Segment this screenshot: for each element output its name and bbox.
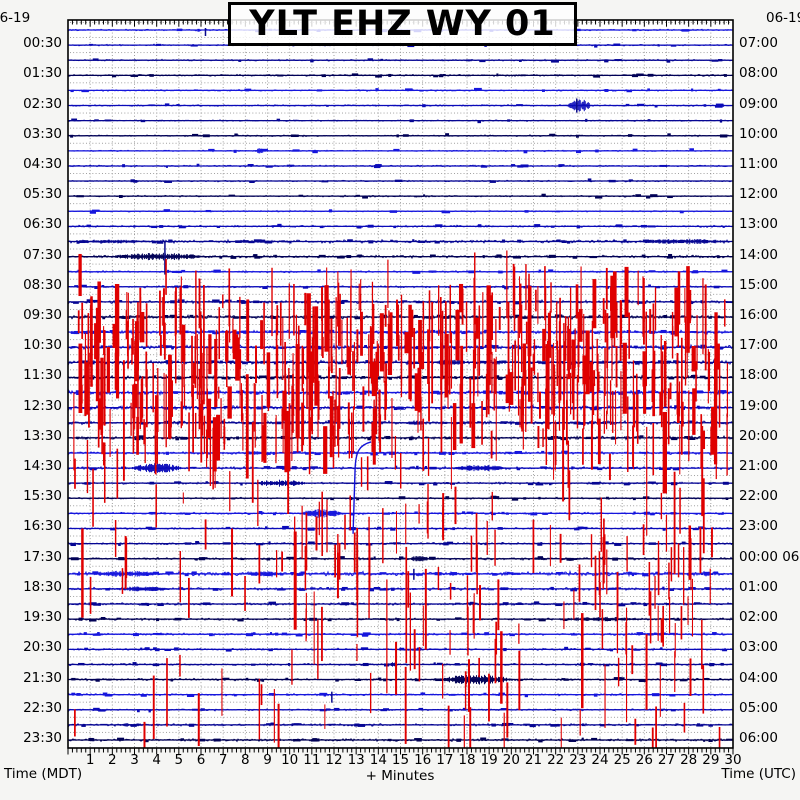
right-time-label: 23:00 [739,518,778,535]
right-time-label: 12:00 [739,186,778,203]
minute-tick-label: 22 [547,752,565,768]
right-time-label: 22:00 [739,488,778,505]
left-time-label: 14:30 [23,458,62,475]
right-time-label: 13:00 [739,216,778,233]
station-title: YLT EHZ WY 01 [228,2,577,46]
minute-tick-label: 1 [85,752,95,768]
minute-tick-label: 7 [218,752,228,768]
left-time-label: 20:30 [23,639,62,656]
minute-tick-label: 14 [369,752,387,768]
minute-tick-label: 2 [108,752,117,768]
date-label-right: 06-19 [766,10,800,26]
minute-tick-label: 25 [613,752,631,768]
right-time-label: 05:00 [739,699,778,716]
left-time-label: 07:30 [23,246,62,263]
minute-tick-label: 8 [241,752,250,768]
minute-tick-label: 24 [591,752,609,768]
left-axis-caption: Time (MDT) [4,766,83,782]
right-time-label: 14:00 [739,246,778,263]
left-time-label: 09:30 [23,307,62,323]
minute-tick-label: 17 [436,752,454,768]
minute-tick-label: 11 [303,752,321,768]
minute-tick-label: 28 [680,752,698,768]
left-time-label: 03:30 [23,125,62,142]
right-time-label: 16:00 [739,307,778,323]
right-time-label: 00:00 06-20 [739,548,800,565]
right-time-label: 07:00 [739,35,778,52]
minute-tick-label: 13 [347,752,365,768]
right-time-label: 20:00 [739,427,778,444]
minute-tick-label: 9 [263,752,272,768]
minute-tick-label: 21 [524,752,543,768]
right-axis-caption: Time (UTC) [721,766,796,782]
left-time-label: 18:30 [23,578,62,595]
minute-tick-label: 30 [724,752,742,768]
left-time-label: 04:30 [23,155,62,172]
right-time-label: 09:00 [739,95,778,112]
minute-tick-label: 3 [130,752,139,768]
right-time-label: 21:00 [739,458,778,475]
date-label-left: 06-19 [0,10,31,26]
right-time-label: 15:00 [739,276,778,293]
left-time-label: 21:30 [23,669,62,686]
left-time-label: 15:30 [23,488,62,505]
minute-tick-label: 4 [152,752,161,768]
right-time-label: 11:00 [739,155,778,172]
right-time-label: 17:00 [739,337,778,354]
right-time-label: 18:00 [739,367,778,384]
minute-tick-label: 27 [657,752,676,768]
right-time-label: 08:00 [739,65,778,82]
minute-tick-label: 18 [458,752,476,768]
left-time-label: 23:30 [23,729,62,746]
right-time-label: 19:00 [739,397,778,414]
minute-tick-label: 19 [480,752,498,768]
minute-tick-label: 5 [174,752,184,768]
right-time-label: 04:00 [739,669,778,686]
minute-tick-label: 12 [325,752,343,768]
right-time-label: 02:00 [739,609,778,626]
left-time-label: 13:30 [23,427,62,444]
minute-tick-label: 20 [502,752,520,768]
minute-tick-label: 16 [414,752,432,768]
minute-tick-label: 29 [702,752,720,768]
right-time-label: 10:00 [739,125,778,142]
x-axis-label: + Minutes [365,768,435,784]
minute-tick-label: 10 [281,752,299,768]
left-time-label: 00:30 [23,35,62,52]
left-time-label: 06:30 [23,216,62,233]
left-time-label: 02:30 [23,95,62,112]
left-time-label: 08:30 [23,276,62,293]
left-time-label: 16:30 [23,518,62,535]
left-time-label: 10:30 [23,337,62,354]
minute-tick-label: 15 [391,752,410,768]
left-time-label: 11:30 [23,367,62,384]
right-time-label: 03:00 [739,639,778,656]
minute-tick-label: 6 [196,752,206,768]
minute-tick-label: 26 [635,752,653,768]
left-time-label: 05:30 [23,186,62,203]
right-time-label: 06:00 [739,729,778,746]
left-time-label: 17:30 [23,548,62,565]
left-time-label: 19:30 [23,609,62,626]
minute-tick-label: 23 [569,752,587,768]
left-time-label: 12:30 [23,397,62,414]
right-time-label: 01:00 [739,578,778,595]
left-time-label: 01:30 [23,65,62,82]
left-time-label: 22:30 [23,699,62,716]
